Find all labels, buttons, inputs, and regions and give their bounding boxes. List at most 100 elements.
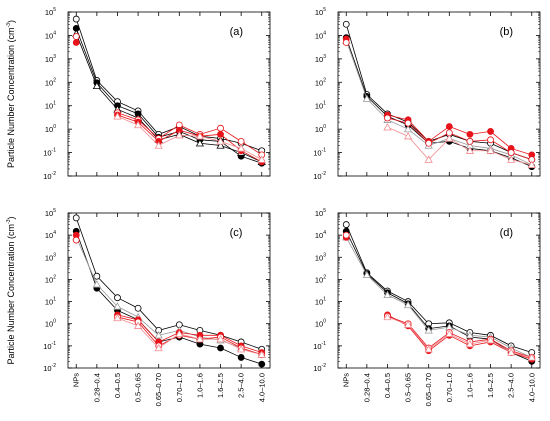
data-point — [404, 320, 413, 328]
y-tick-label: 101 — [45, 297, 56, 307]
y-tick-label: 101 — [315, 297, 326, 307]
series-line — [345, 231, 532, 362]
y-tick-label: 10-1 — [313, 341, 326, 351]
data-point — [507, 155, 516, 163]
data-point — [424, 345, 433, 353]
x-category-label: 0.65–0.70 — [424, 373, 433, 406]
data-point — [217, 124, 224, 132]
data-point — [466, 130, 474, 138]
x-category-label: 2.5–4.0 — [507, 373, 516, 398]
series-line — [345, 40, 532, 166]
series-line — [117, 314, 262, 353]
x-category-label: 2.5–4.0 — [237, 373, 246, 398]
panel-label: (c) — [230, 227, 243, 239]
x-category-label: 1.0–1.6 — [195, 373, 204, 398]
y-tick-label: 10-2 — [43, 363, 56, 373]
y-tick-label: 102 — [45, 77, 56, 87]
x-category-label: 4.0–10.0 — [257, 373, 266, 402]
x-category-label: 0.28–0.4 — [362, 373, 371, 402]
data-point — [342, 20, 350, 28]
series-gray-open-triangle — [342, 36, 536, 168]
data-point — [216, 141, 225, 149]
y-axis-label: Particle Number Concentration (cm-3) — [6, 20, 16, 168]
x-category-label: 0.65–0.70 — [154, 373, 163, 406]
y-tick-label: 105 — [315, 7, 326, 17]
data-point — [154, 331, 163, 339]
series-line — [75, 28, 262, 164]
data-point — [486, 335, 495, 344]
series-black-open-circle — [72, 214, 266, 353]
y-tick-label: 10-1 — [43, 341, 56, 351]
y-tick-label: 103 — [45, 54, 56, 64]
data-point — [72, 236, 80, 244]
data-point — [384, 114, 391, 122]
data-point — [154, 343, 163, 352]
y-tick-label: 102 — [45, 274, 56, 284]
series-red-filled-circle — [72, 39, 266, 166]
data-point — [507, 149, 515, 156]
y-tick-label: 104 — [45, 230, 56, 240]
x-category-label: 0.70–1.0 — [175, 373, 184, 402]
data-point — [237, 137, 245, 145]
data-point — [507, 348, 516, 356]
series-red-open-circle — [342, 39, 536, 164]
data-point — [134, 321, 143, 329]
panel-b: 10-2 10-1 100 101 102 103 104 105 (b) — [313, 7, 541, 181]
data-point — [362, 94, 371, 102]
series-pink-open-triangle — [383, 312, 536, 361]
x-category-label: 0.4–0.5 — [383, 373, 392, 398]
data-point — [424, 326, 433, 334]
y-axis-label-top: Particle Number Concentration (cm-3) — [6, 20, 16, 168]
plot-frame — [337, 11, 541, 177]
x-category-label: 1.0–1.6 — [465, 373, 474, 398]
data-point — [216, 334, 225, 343]
data-point — [237, 354, 245, 361]
y-tick-label: 101 — [315, 101, 326, 111]
data-point — [175, 329, 184, 337]
series-line — [75, 33, 262, 163]
y-axis-label-bottom: Particle Number Concentration (cm-3) — [6, 216, 16, 364]
data-point — [486, 146, 495, 154]
data-point — [113, 313, 122, 322]
data-point — [445, 134, 454, 142]
data-point — [237, 144, 246, 152]
data-point — [404, 124, 413, 133]
x-category-label: NPs — [72, 373, 81, 387]
data-point — [527, 353, 536, 361]
y-tick-label: 100 — [315, 124, 326, 134]
y-tick-label: 102 — [315, 77, 326, 87]
series-line — [345, 24, 532, 161]
x-category-label: 0.28–0.4 — [92, 373, 101, 402]
data-point — [195, 139, 204, 147]
panel-label: (d) — [500, 227, 513, 239]
series-pink-open-triangle — [113, 112, 266, 163]
data-point — [404, 300, 413, 309]
x-category-label: 1.6–2.5 — [486, 373, 495, 398]
y-tick-label: 104 — [45, 30, 56, 40]
panel-label: (b) — [500, 26, 513, 38]
data-point — [404, 131, 413, 140]
data-point — [383, 123, 392, 131]
data-point — [342, 39, 350, 46]
data-point — [487, 128, 494, 135]
y-tick-label: 104 — [315, 30, 326, 40]
series-black-filled-circle — [72, 24, 266, 167]
plot-frame — [337, 212, 541, 369]
data-point — [175, 131, 184, 139]
series-red-open-circle — [72, 33, 266, 159]
x-category-label: 1.6–2.5 — [216, 373, 225, 398]
y-tick-label: 105 — [315, 208, 326, 218]
series-line — [387, 117, 532, 161]
data-point — [445, 123, 453, 130]
data-point — [465, 339, 474, 348]
y-tick-label: 104 — [315, 230, 326, 240]
plot-frame — [67, 11, 271, 177]
y-tick-label: 105 — [45, 208, 56, 218]
data-point — [154, 141, 163, 149]
y-tick-label: 102 — [315, 274, 326, 284]
data-point — [72, 33, 80, 40]
y-tick-label: 103 — [45, 252, 56, 262]
data-point — [404, 119, 412, 127]
data-point — [237, 345, 246, 353]
